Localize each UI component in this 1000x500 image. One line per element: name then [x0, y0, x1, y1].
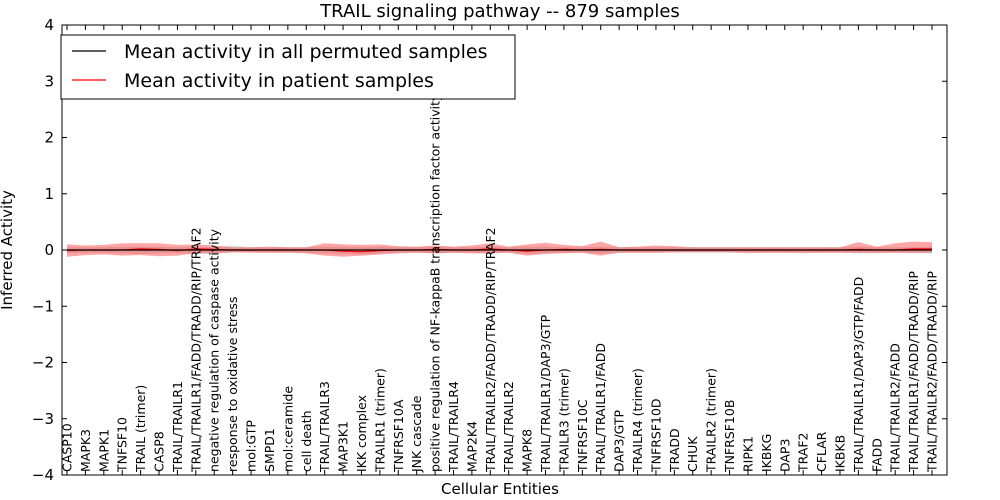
- x-tick-label: CASP8: [152, 431, 167, 472]
- x-tick-label: CFLAR: [814, 431, 829, 472]
- x-tick-label: TRAIL/TRAILR1: [170, 381, 185, 473]
- x-tick-label: TNFSF10: [115, 417, 130, 473]
- x-tick-label: MAPK8: [520, 429, 535, 472]
- x-tick-label: TRAIL/TRAILR2/FADD/TRADD/RIP: [925, 271, 940, 473]
- x-tick-label: MAPK1: [96, 429, 111, 472]
- x-tick-label: mol:GTP: [244, 420, 259, 472]
- y-tick-label: −2: [32, 354, 54, 372]
- x-tick-label: TNFRSF10A: [391, 399, 406, 473]
- x-tick-label: negative regulation of caspase activity: [207, 228, 222, 472]
- x-tick-label: MAPK3: [78, 429, 93, 472]
- x-tick-label: TRAILR3 (trimer): [556, 368, 571, 473]
- legend-label-permuted: Mean activity in all permuted samples: [124, 41, 487, 63]
- x-tick-label: response to oxidative stress: [225, 297, 240, 472]
- chart-title: TRAIL signaling pathway -- 879 samples: [319, 1, 680, 22]
- x-tick-label: TRAIL/TRAILR2: [501, 381, 516, 473]
- x-tick-label: FADD: [869, 438, 884, 472]
- x-tick-label: TRAIL/TRAILR1/FADD/TRADD/RIP: [906, 271, 921, 473]
- x-tick-label: TRAIL/TRAILR1/DAP3/GTP: [538, 314, 553, 473]
- x-tick-label: TRAILR4 (trimer): [630, 368, 645, 473]
- x-tick-label: IKBKB: [833, 435, 848, 472]
- y-axis-ticks: −4 −3 −2 −1 0 1 2 3 4: [32, 16, 947, 484]
- x-tick-label: DAP3: [777, 439, 792, 472]
- x-tick-label: TRAIL/TRAILR1/FADD: [593, 343, 608, 473]
- x-tick-label: TRAIL/TRAILR1/DAP3/GTP/FADD: [851, 277, 866, 473]
- y-axis-label: Inferred Activity: [0, 190, 16, 310]
- x-tick-label: TRAILR2 (trimer): [704, 368, 719, 473]
- x-tick-label: DAP3/GTP: [612, 409, 627, 472]
- x-tick-label: TNFRSF10B: [722, 400, 737, 473]
- x-tick-label: TRAILR1 (trimer): [372, 368, 387, 473]
- x-tick-label: JNK cascade: [409, 395, 424, 473]
- legend-box: [60, 34, 516, 100]
- x-tick-label: CASP10: [60, 423, 75, 472]
- y-tick-label: 4: [44, 16, 54, 34]
- y-tick-label: −1: [32, 297, 54, 315]
- x-tick-label: RIPK1: [741, 436, 756, 472]
- series-lines: [66, 248, 932, 253]
- y-tick-label: −4: [32, 466, 54, 484]
- legend: Mean activity in all permuted samples Me…: [60, 34, 516, 100]
- x-tick-label: positive regulation of NF-kappaB transcr…: [428, 93, 443, 472]
- plot-frame: [61, 24, 948, 476]
- x-tick-label: cell death: [299, 410, 314, 472]
- x-tick-label: TRAIL (trimer): [133, 385, 148, 473]
- x-tick-label: CHUK: [685, 436, 700, 472]
- x-tick-label: SMPD1: [262, 428, 277, 472]
- x-tick-label: TRAIL/TRAILR4: [446, 381, 461, 473]
- x-axis-ticks: CASP10 MAPK3 MAPK1 TNFSF10 TRAIL (trimer) CAS…: [60, 25, 940, 475]
- x-tick-label: TRAF2: [796, 433, 811, 474]
- x-tick-label: MAP2K4: [464, 421, 479, 472]
- x-tick-label: TRAIL/TRAILR2/FADD: [888, 343, 903, 473]
- y-tick-label: 1: [44, 185, 54, 203]
- y-tick-label: −3: [32, 410, 54, 428]
- x-axis-label: Cellular Entities: [441, 480, 559, 498]
- x-tick-label: IKK complex: [354, 395, 369, 472]
- y-tick-label: 2: [44, 129, 54, 147]
- y-tick-label: 3: [44, 72, 54, 90]
- y-tick-label: 0: [44, 241, 54, 259]
- x-tick-label: TRAIL/TRAILR1/FADD/TRADD/RIP/TRAF2: [188, 227, 203, 473]
- legend-label-patient: Mean activity in patient samples: [124, 70, 434, 92]
- x-tick-label: TNFRSF10C: [575, 399, 590, 473]
- x-tick-label: TNFRSF10D: [648, 398, 663, 473]
- x-tick-label: TRAIL/TRAILR2/FADD/TRADD/RIP/TRAF2: [483, 227, 498, 473]
- x-tick-label: TRADD: [667, 428, 682, 473]
- x-tick-label: MAP3K1: [336, 421, 351, 472]
- x-tick-label: mol:ceramide: [280, 386, 295, 472]
- x-tick-label: IKBKG: [759, 434, 774, 472]
- x-tick-label: TRAIL/TRAILR3: [317, 381, 332, 473]
